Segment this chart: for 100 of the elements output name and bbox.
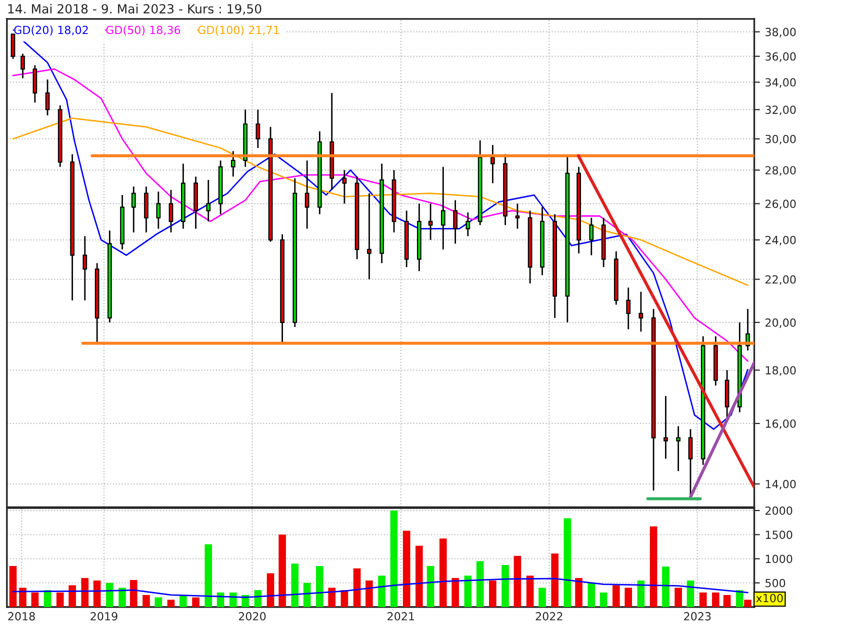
bar [526,576,534,608]
candlestick [82,235,88,302]
candlestick [304,160,310,230]
y-tick-label: 26,00 [765,200,796,210]
y-tick-label: 1500 [766,530,792,540]
y-tick-label: 32,00 [766,106,796,116]
bar [56,592,64,608]
y-tick-label: 2000 [765,506,792,515]
candlestick [626,286,631,330]
bar [142,594,150,608]
bar [106,582,114,608]
candlestick [664,395,668,460]
candlestick [676,426,680,472]
bar [402,530,410,608]
candlestick [168,189,174,234]
bar [699,592,707,608]
y-tick-label: 34,00 [766,78,796,88]
bar [291,564,299,608]
bar [130,580,138,608]
legend-label: GD(100) 21,71 [198,26,279,36]
bar [712,592,720,608]
y-tick-label: 28,00 [765,166,796,176]
y-tick-label: 24,00 [765,236,796,246]
y-tick-label: 38,00 [766,28,796,38]
bar [154,597,162,608]
y-tick-label: 18,00 [766,366,796,376]
bar [662,566,670,608]
bar [736,590,744,608]
bar [575,578,582,608]
bar [476,561,484,608]
candlestick [367,192,372,280]
y-tick-label: 36,00 [766,52,796,62]
bar [426,566,434,608]
bar [278,534,286,608]
bar [637,580,645,608]
bar [31,592,39,608]
y-tick-label: 22,00 [765,275,796,285]
bar [612,585,620,608]
bar [538,588,546,608]
legend-label: GD(50) 18,36 [106,26,180,36]
bar [439,538,447,608]
bar [551,553,558,608]
y-tick-label: 20,00 [765,318,796,328]
bar [502,565,509,608]
legend-label: GD(20) 18,02 [14,26,88,36]
bar [416,546,423,608]
bar [686,580,694,608]
x-tick-label: 2023 [684,612,711,620]
candlestick [45,78,50,116]
y-tick-label: 16,00 [766,419,796,429]
bar [118,588,126,608]
candlestick [638,291,644,332]
bar [588,582,596,608]
x-tick-label: 2022 [536,612,562,620]
bar [452,578,459,608]
candlestick [589,217,594,256]
candlestick [515,202,520,230]
text: x100 [756,594,783,602]
chart-title: 14. Mai 2018 - 9. Mai 2023 - Kurs : 19,50 [8,4,262,15]
bar [464,576,472,608]
bar [390,510,398,608]
y-tick-label: 14,00 [766,480,796,490]
bar [489,580,496,608]
line-series [12,578,748,598]
candlestick [466,212,470,237]
bar [366,580,373,608]
x-tick-label: 2018 [8,612,35,620]
bar [266,573,274,608]
candlestick [32,64,38,104]
bar [723,594,731,608]
bar [353,568,361,608]
candlestick [206,179,211,222]
y-tick-label: 1000 [766,554,792,564]
bar [180,594,187,608]
candlestick [256,108,260,149]
candlestick [230,150,236,178]
bar [744,600,752,608]
bar [303,582,311,608]
bar [624,588,632,608]
x-tick-label: 2021 [388,612,414,620]
candlestick [156,190,161,230]
bar [674,588,682,608]
bar [378,576,386,608]
bar [167,600,175,608]
line-series [12,68,748,362]
candlestick [490,144,495,184]
y-tick-label: 30,00 [766,134,796,144]
candlestick [10,31,16,60]
bar [192,597,200,608]
bar [204,544,212,608]
bar [316,566,324,608]
bar [81,578,89,608]
bar [19,588,26,608]
candlestick [453,199,458,244]
bar [600,592,608,608]
candlestick [342,169,347,204]
bar [650,526,658,608]
bar [93,580,101,608]
bar [9,566,17,608]
bar [514,556,522,608]
